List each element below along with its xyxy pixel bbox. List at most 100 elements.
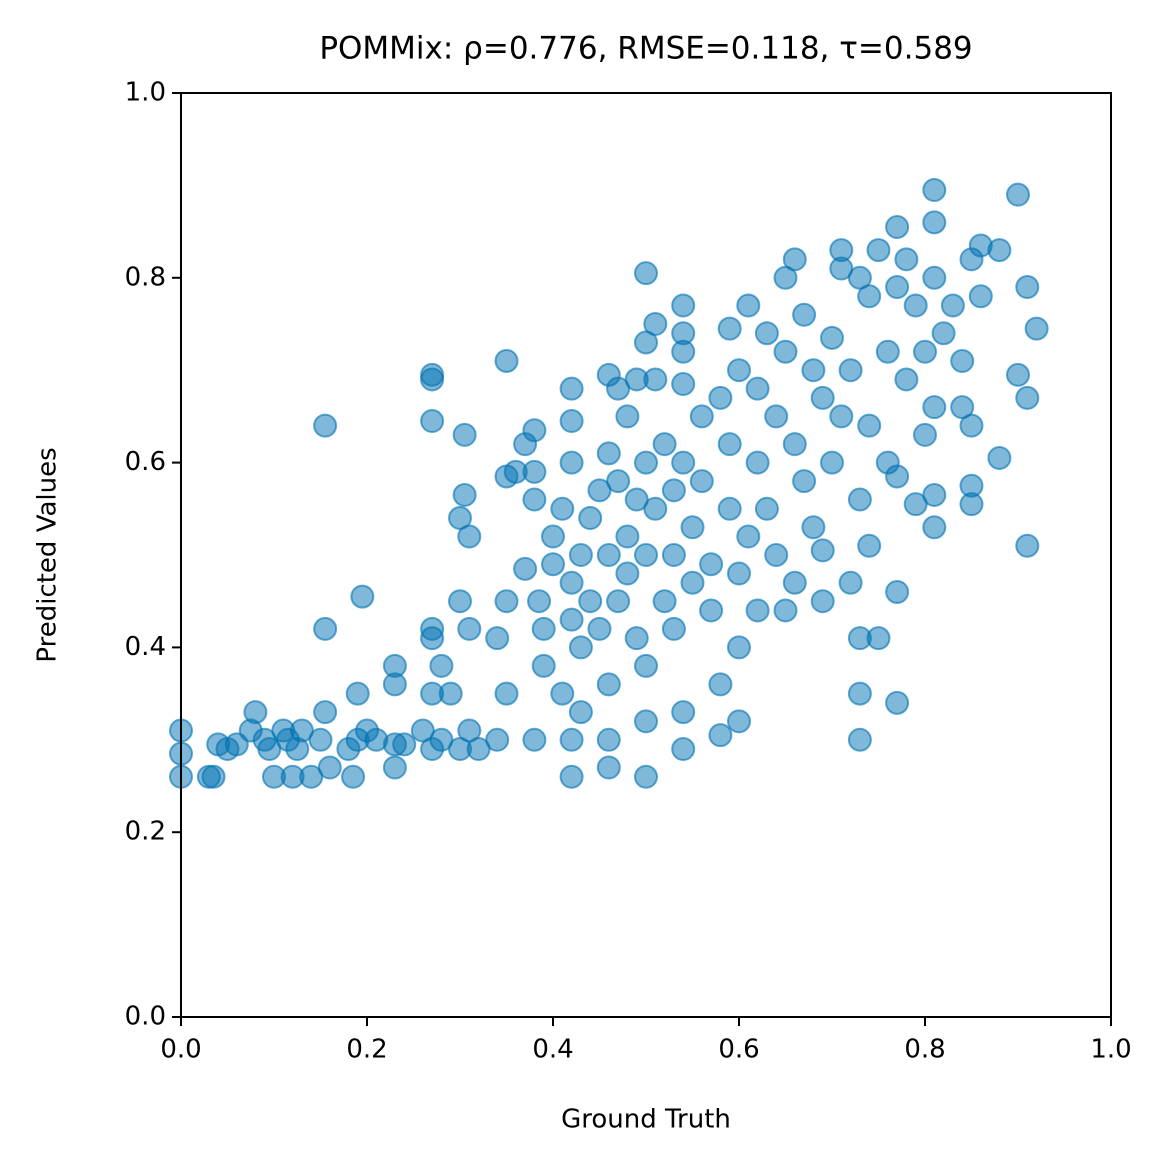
point — [606, 589, 631, 614]
point — [810, 538, 835, 563]
point — [857, 284, 882, 309]
point — [940, 293, 965, 318]
point — [559, 607, 584, 632]
point — [634, 653, 658, 678]
point — [457, 616, 482, 641]
point — [885, 579, 910, 604]
point — [671, 372, 696, 397]
point — [950, 348, 975, 373]
point — [652, 432, 677, 457]
point — [922, 265, 947, 290]
point — [392, 732, 417, 757]
point — [754, 496, 779, 521]
point — [559, 764, 584, 789]
point — [885, 214, 910, 239]
point — [885, 690, 910, 715]
point — [494, 681, 519, 706]
point — [429, 653, 454, 678]
point — [903, 293, 928, 318]
point — [634, 543, 658, 567]
point — [350, 584, 375, 609]
point — [596, 441, 621, 466]
point — [913, 422, 937, 447]
point — [801, 515, 826, 540]
point — [699, 598, 724, 623]
point — [606, 469, 631, 494]
point — [671, 293, 696, 318]
point — [922, 482, 947, 507]
point — [708, 723, 733, 748]
point — [615, 524, 640, 549]
point — [820, 450, 844, 475]
point — [1015, 385, 1040, 410]
point — [727, 358, 751, 383]
point — [313, 700, 338, 725]
point — [717, 496, 742, 521]
point — [717, 316, 742, 341]
point — [596, 672, 621, 697]
x-tick-label: 0.4 — [532, 1035, 573, 1065]
point — [866, 626, 891, 651]
point — [754, 321, 779, 346]
point — [931, 321, 956, 346]
point — [773, 598, 798, 623]
point — [643, 312, 668, 336]
point — [541, 524, 565, 549]
point — [689, 404, 714, 429]
point — [643, 496, 668, 521]
point — [559, 570, 584, 595]
point — [847, 487, 872, 512]
point — [420, 626, 445, 651]
point — [1015, 533, 1040, 558]
point — [587, 616, 612, 641]
point — [829, 404, 854, 429]
point — [699, 552, 724, 577]
point — [764, 404, 789, 429]
point — [885, 275, 910, 300]
points — [169, 178, 1049, 789]
point — [201, 764, 226, 789]
point — [987, 238, 1012, 263]
point — [847, 727, 872, 752]
y-tick-label: 1.0 — [125, 78, 166, 108]
point — [708, 385, 733, 410]
point — [689, 469, 714, 494]
point — [708, 672, 733, 697]
plot-frame — [180, 92, 1112, 1018]
point — [568, 543, 593, 567]
point — [773, 339, 798, 364]
point — [857, 413, 882, 438]
point — [550, 681, 575, 706]
point — [820, 325, 844, 350]
point — [968, 284, 993, 309]
point — [578, 589, 603, 614]
point — [727, 635, 751, 660]
point — [792, 469, 817, 494]
point — [1006, 362, 1030, 387]
point — [652, 589, 677, 614]
point — [559, 409, 584, 434]
point — [522, 459, 547, 484]
point — [913, 339, 937, 364]
point — [736, 293, 761, 318]
point — [680, 515, 705, 540]
x-axis-label: Ground Truth — [561, 1105, 731, 1135]
point — [615, 404, 640, 429]
x-tick-label: 0.0 — [160, 1035, 201, 1065]
x-tick-label: 0.6 — [718, 1035, 759, 1065]
point — [745, 376, 770, 401]
point — [452, 482, 477, 507]
point — [922, 210, 947, 235]
point — [382, 755, 407, 780]
point — [522, 487, 547, 512]
point — [559, 450, 584, 475]
point — [959, 413, 984, 438]
point — [894, 247, 919, 272]
point — [1006, 182, 1030, 207]
point — [596, 727, 621, 752]
point — [457, 524, 482, 549]
point — [624, 626, 649, 651]
point — [643, 367, 668, 392]
